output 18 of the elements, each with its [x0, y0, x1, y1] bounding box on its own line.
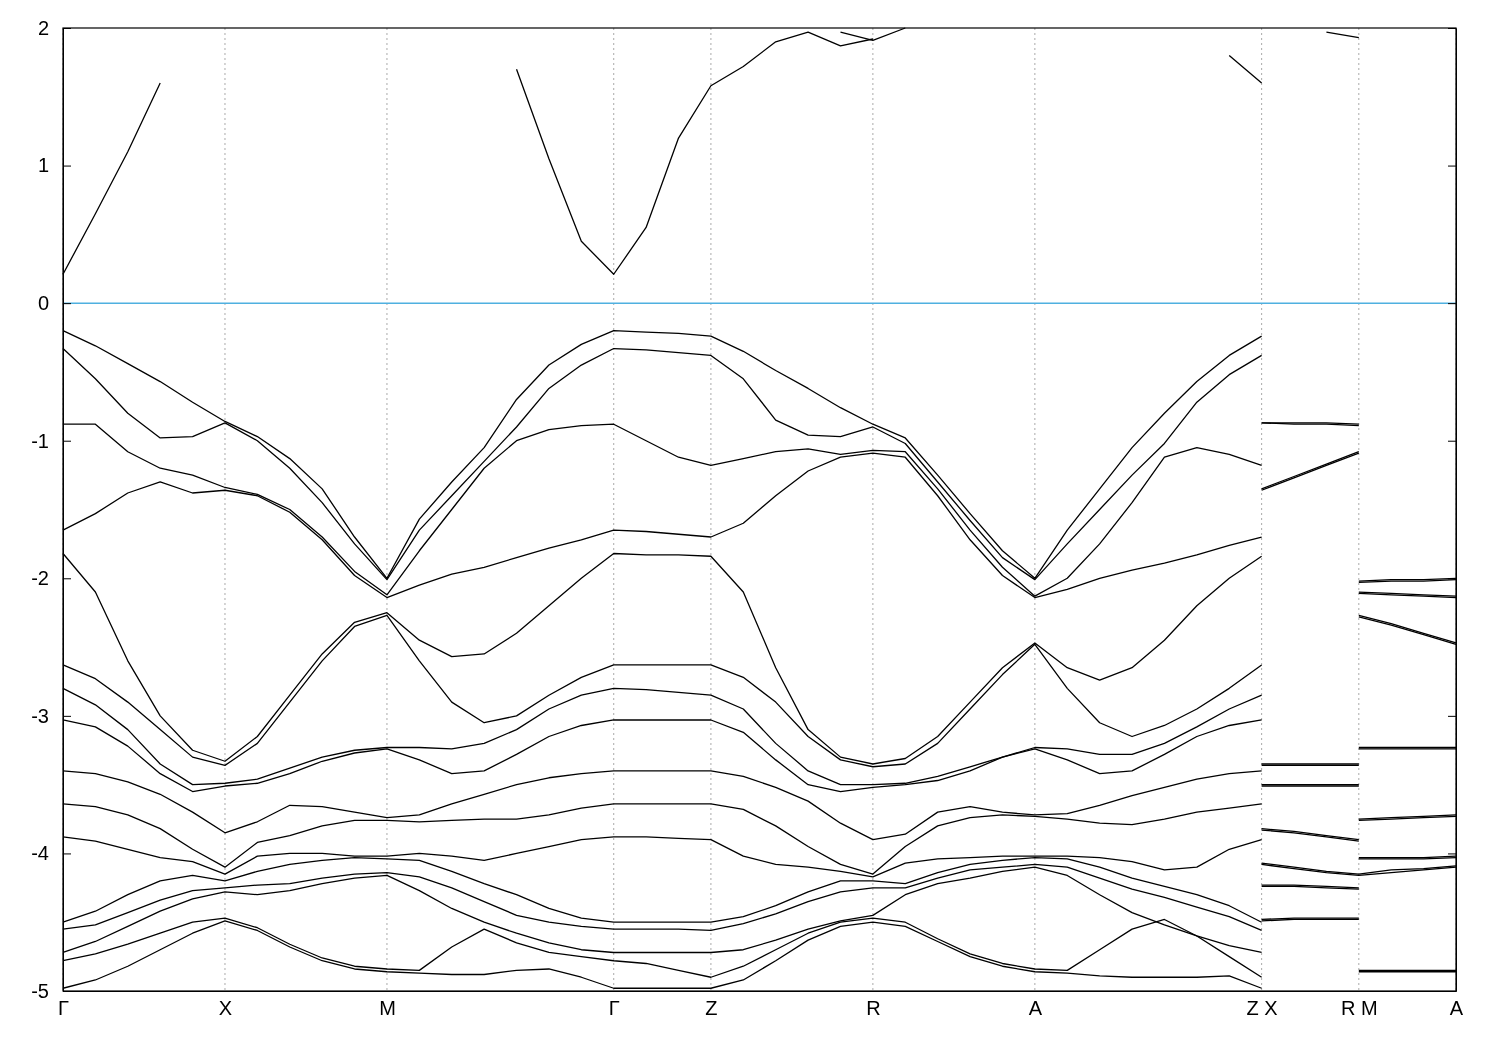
x-tick-label: A: [1449, 997, 1464, 1020]
y-tick-label: -2: [31, 567, 49, 590]
y-tick-label: -3: [31, 704, 49, 727]
x-tick-label: Γ: [608, 997, 620, 1020]
x-tick-label: Z X: [1246, 997, 1278, 1020]
x-tick-label: Γ: [57, 997, 70, 1020]
x-tick-label: X: [218, 997, 233, 1020]
y-tick-label: -4: [31, 842, 49, 865]
y-tick-label: 2: [37, 16, 49, 39]
y-tick-label: 0: [37, 292, 49, 315]
y-tick-label: 1: [37, 154, 49, 177]
x-tick-label: A: [1028, 997, 1043, 1020]
y-tick-label: -5: [31, 979, 49, 1002]
x-tick-label: Z: [705, 997, 718, 1020]
x-tick-label: M: [379, 997, 396, 1020]
y-tick-label: -1: [31, 429, 49, 452]
x-tick-label: R: [866, 997, 881, 1020]
x-tick-label: R M: [1340, 997, 1378, 1020]
